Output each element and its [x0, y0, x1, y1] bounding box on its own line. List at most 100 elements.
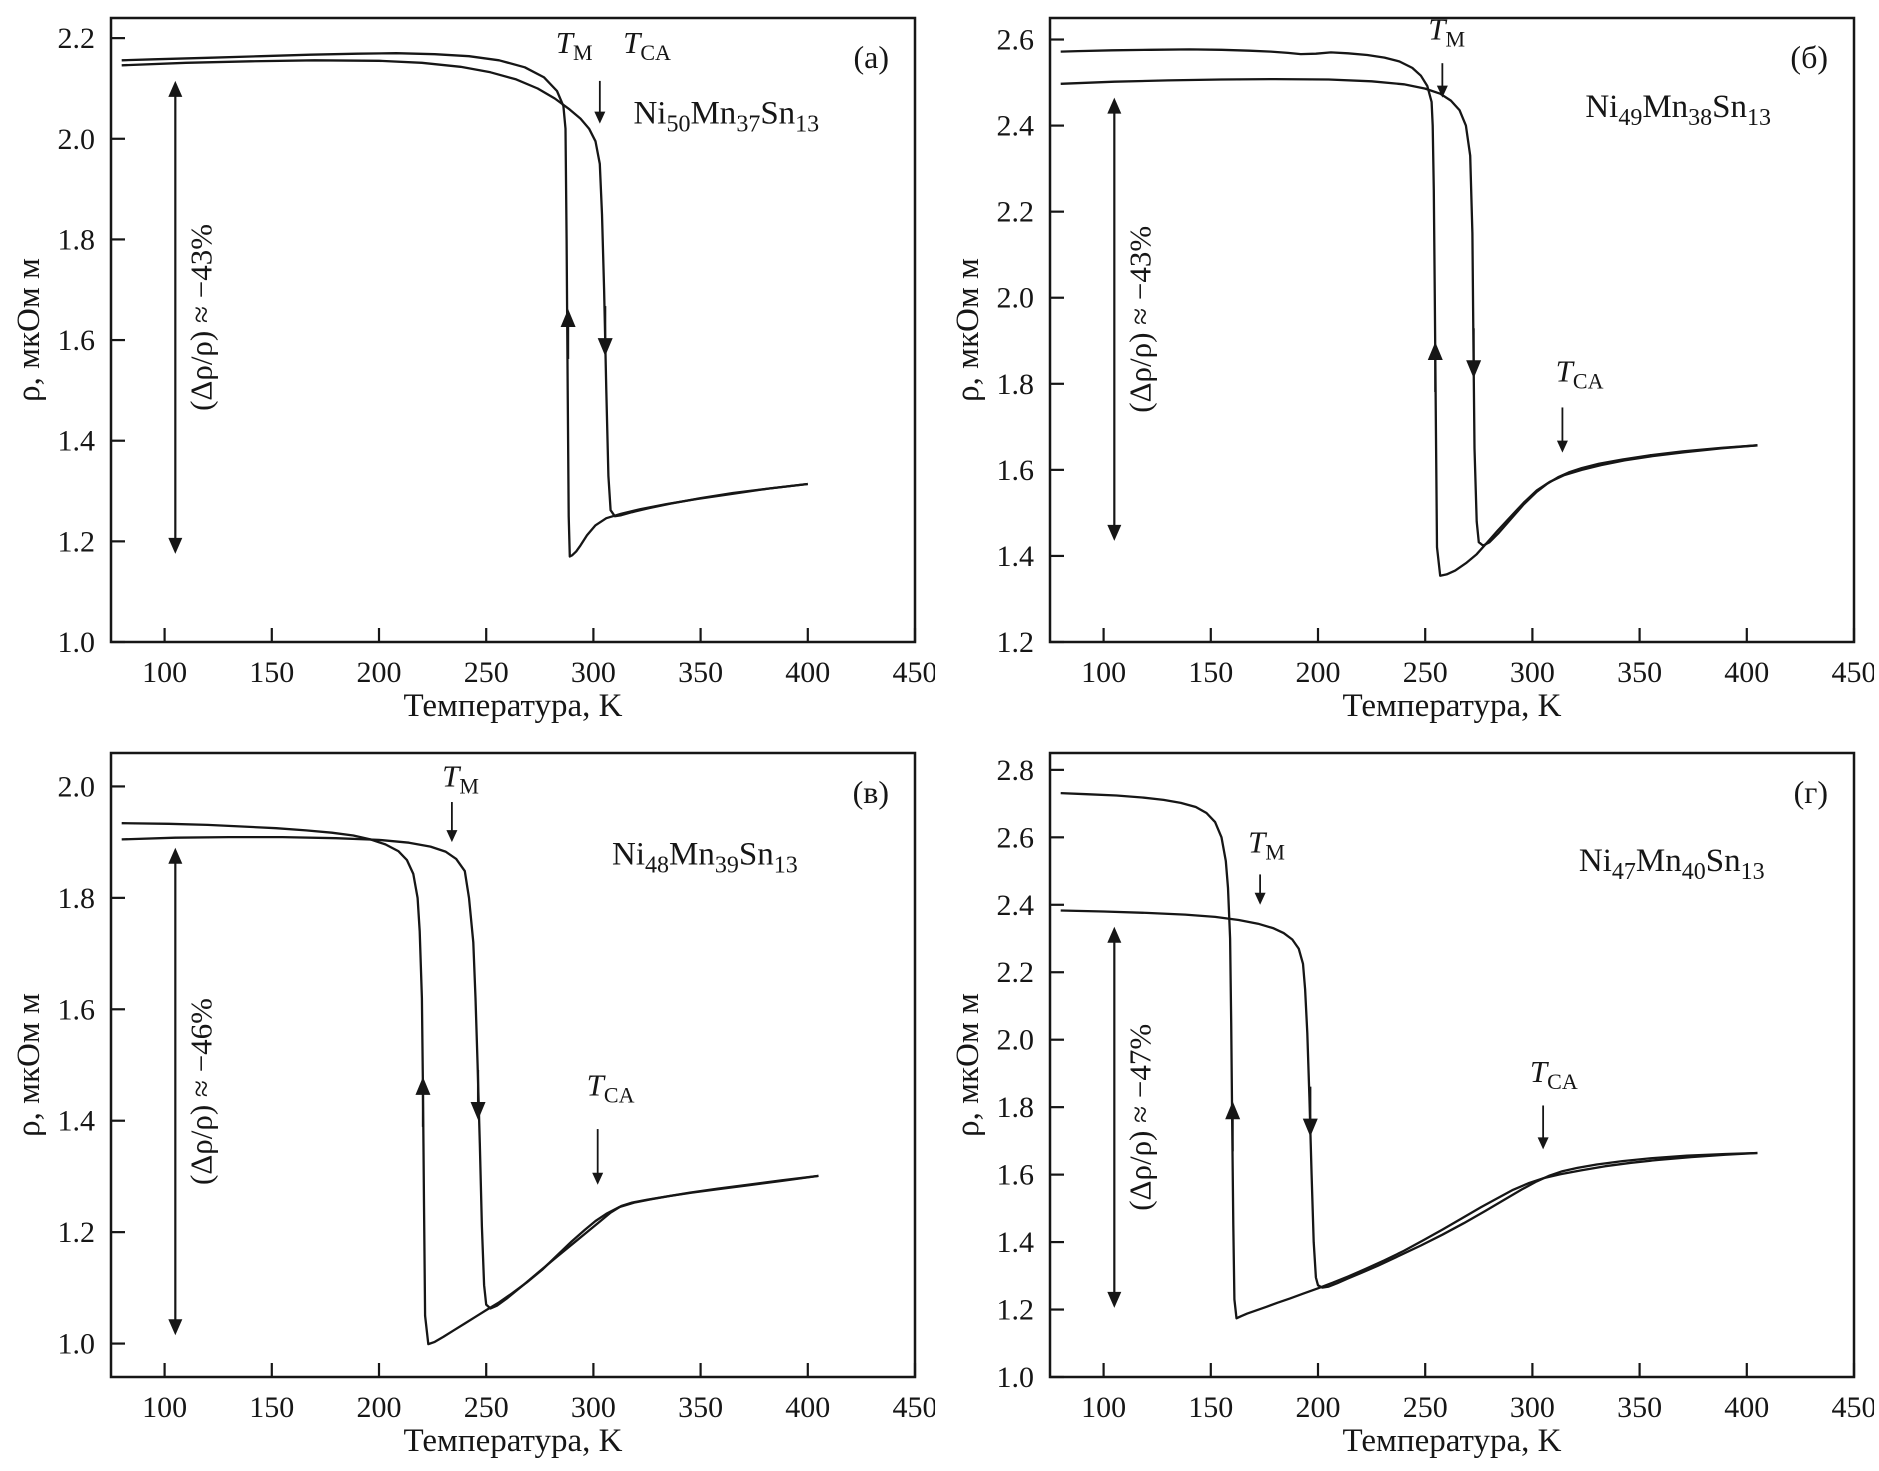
x-tick-label: 100: [142, 656, 187, 689]
y-tick-label: 1.0: [997, 1361, 1035, 1394]
delta-arrow-head-top: [1107, 97, 1122, 114]
panel-g: 100 150 200 250 300 350 400 450 1.0 1.2 1.4 1.6 1.8 2…: [939, 735, 1879, 1471]
y-tick-label: 1.2: [997, 626, 1035, 659]
direction-arrow-down-head: [597, 337, 613, 356]
y-tick-label: 1.4: [997, 1226, 1035, 1259]
y-tick-label: 1.2: [57, 1216, 95, 1249]
y-tick-label: 2.0: [997, 281, 1035, 314]
composition-label: Ni48Mn39Sn13: [612, 836, 798, 878]
y-tick-label: 1.4: [57, 424, 95, 457]
y-tick-label: 1.4: [997, 539, 1035, 572]
x-tick-label: 200: [356, 656, 401, 689]
x-tick-label: 150: [1188, 1391, 1233, 1424]
y-tick-label: 1.0: [57, 626, 95, 659]
composition-label: Ni47Mn40Sn13: [1579, 843, 1765, 885]
x-tick-label: 150: [249, 1391, 294, 1424]
y-tick-label: 2.0: [997, 1024, 1035, 1057]
delta-arrow-head-bottom: [167, 537, 182, 554]
composition-label: Ni50Mn37Sn13: [633, 95, 819, 137]
y-tick-label: 1.8: [57, 882, 95, 915]
tm-label: TM: [1248, 825, 1285, 865]
delta-label: (Δρ/ρ) ≈ −47%: [1122, 1024, 1157, 1211]
direction-arrow-up-head: [1225, 1101, 1241, 1120]
x-tick-label: 250: [463, 1391, 508, 1424]
x-tick-label: 400: [785, 656, 830, 689]
panel-letter: (в): [852, 774, 888, 810]
x-axis-label: Температура, K: [403, 688, 622, 724]
y-tick-label: 1.8: [997, 1091, 1035, 1124]
x-tick-label: 300: [570, 1391, 615, 1424]
y-tick-label: 1.6: [997, 1159, 1035, 1192]
y-tick-label: 2.2: [997, 195, 1035, 228]
delta-label: (Δρ/ρ) ≈ −43%: [183, 223, 218, 410]
y-tick-label: 1.6: [57, 993, 95, 1026]
y-axis-label: ρ, мкОм м: [950, 993, 986, 1137]
panel-b: 100 150 200 250 300 350 400 450 1.2 1.4 1.6 1.8 2.0 2…: [939, 0, 1879, 735]
tm-label: TM: [442, 758, 479, 798]
chart-svg-(б): 100 150 200 250 300 350 400 450 1.2 1.4 1.6 1.8 2.0 2…: [950, 11, 1874, 723]
x-tick-label: 200: [356, 1391, 401, 1424]
x-tick-label: 300: [570, 656, 615, 689]
y-tick-label: 1.6: [997, 453, 1035, 486]
y-tick-label: 2.2: [997, 956, 1035, 989]
chart-svg-(в): 100 150 200 250 300 350 400 450 1.0 1.2 1.4 1.6 1.8 2…: [11, 751, 935, 1459]
x-axis-label: Температура, K: [403, 1423, 622, 1459]
x-tick-label: 250: [463, 656, 508, 689]
x-tick-label: 450: [1832, 1391, 1875, 1424]
tm-label: TM: [555, 25, 592, 65]
y-tick-label: 1.2: [997, 1294, 1035, 1327]
x-tick-label: 400: [1724, 656, 1769, 689]
direction-arrow-down-head: [1302, 1118, 1318, 1137]
delta-arrow-head-top: [167, 80, 182, 97]
y-tick-label: 2.6: [997, 821, 1035, 854]
x-tick-label: 350: [1617, 1391, 1662, 1424]
tca-label-arrow-head: [593, 111, 605, 124]
delta-arrow-head-bottom: [1107, 1291, 1122, 1308]
panel-a: 100 150 200 250 300 350 400 450 1.0 1.2 1.4 1.6 1.8 2…: [0, 0, 939, 735]
y-tick-label: 1.8: [57, 223, 95, 256]
plot-border: [109, 751, 916, 1379]
tca-label-arrow-head: [591, 1172, 603, 1185]
plot-border: [1048, 16, 1856, 643]
x-tick-label: 400: [785, 1391, 830, 1424]
delta-arrow-head-bottom: [1107, 524, 1122, 541]
x-tick-label: 350: [678, 1391, 723, 1424]
x-tick-label: 150: [1188, 656, 1233, 689]
tca-label: TCA: [1530, 1054, 1578, 1094]
curve-cooling: [1060, 47, 1758, 577]
y-tick-label: 2.8: [997, 754, 1035, 787]
composition-label: Ni49Mn38Sn13: [1585, 88, 1771, 130]
x-tick-label: 450: [892, 1391, 935, 1424]
delta-arrow-head-top: [1107, 926, 1122, 943]
y-tick-label: 2.6: [997, 23, 1035, 56]
tm-label: TM: [1428, 11, 1465, 51]
tm-label-arrow-head: [1254, 892, 1266, 905]
panel-v: 100 150 200 250 300 350 400 450 1.0 1.2 1.4 1.6 1.8 2…: [0, 735, 939, 1471]
x-tick-label: 250: [1403, 656, 1448, 689]
curve-cooling: [121, 822, 819, 1346]
panel-letter: (б): [1790, 39, 1828, 75]
y-tick-label: 1.0: [57, 1328, 95, 1361]
plot-border: [109, 16, 916, 643]
panel-letter: (г): [1794, 774, 1828, 810]
x-tick-label: 300: [1510, 656, 1555, 689]
x-tick-label: 150: [249, 656, 294, 689]
delta-arrow-head-top: [167, 847, 182, 864]
direction-arrow-up-head: [560, 308, 576, 327]
direction-arrow-up-head: [1427, 341, 1443, 360]
tca-label: TCA: [1556, 353, 1604, 393]
x-tick-label: 300: [1510, 1391, 1555, 1424]
curve-cooling: [1060, 791, 1758, 1320]
x-tick-label: 400: [1724, 1391, 1769, 1424]
y-tick-label: 2.2: [57, 22, 95, 55]
direction-arrow-down-head: [1466, 359, 1482, 378]
chart-svg-(г): 100 150 200 250 300 350 400 450 1.0 1.2 1.4 1.6 1.8 2…: [950, 751, 1875, 1459]
y-axis-label: ρ, мкОм м: [11, 258, 47, 402]
x-tick-label: 350: [678, 656, 723, 689]
y-axis-label: ρ, мкОм м: [11, 993, 47, 1137]
y-tick-label: 2.0: [57, 770, 95, 803]
delta-label: (Δρ/ρ) ≈ −46%: [183, 998, 218, 1185]
x-axis-label: Температура, K: [1343, 1423, 1562, 1459]
y-tick-label: 1.2: [57, 525, 95, 558]
